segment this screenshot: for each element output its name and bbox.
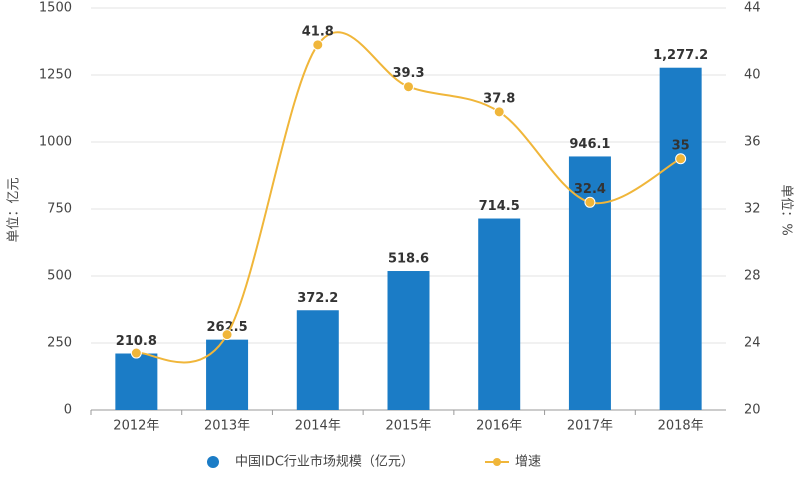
y-tick-label: 250	[47, 336, 72, 351]
line-value-label: 35	[672, 138, 690, 153]
x-tick-label: 2013年	[204, 419, 250, 434]
y-tick-label: 0	[64, 403, 72, 418]
x-tick-label: 2018年	[658, 419, 704, 434]
y2-tick-label: 28	[744, 269, 761, 284]
bar-value-label: 262.5	[207, 320, 248, 335]
bar-value-label: 210.8	[116, 334, 157, 349]
line-point	[221, 329, 233, 341]
y-tick-label: 1250	[39, 68, 72, 83]
legend-label: 增速	[515, 455, 541, 470]
line-point	[675, 153, 687, 165]
bar-value-label: 714.5	[479, 199, 520, 214]
legend-swatch	[207, 456, 219, 468]
line-value-label: 41.8	[302, 24, 334, 39]
bar-value-label: 1,277.2	[653, 48, 708, 63]
line-point	[493, 106, 505, 118]
line-point	[130, 347, 142, 359]
bar	[115, 353, 158, 410]
bar	[659, 67, 702, 411]
y2-tick-label: 24	[744, 336, 761, 351]
y2-axis-label: 单位：%	[779, 184, 794, 235]
y2-tick-label: 44	[744, 1, 761, 16]
x-tick-label: 2016年	[476, 419, 522, 434]
line-point	[312, 39, 324, 51]
legend-swatch	[493, 458, 501, 466]
y2-tick-label: 40	[744, 68, 761, 83]
y2-tick-label: 36	[744, 135, 761, 150]
bar-value-label: 946.1	[569, 137, 610, 152]
legend-label: 中国IDC行业市场规模（亿元）	[235, 454, 414, 470]
x-tick-label: 2017年	[567, 419, 613, 434]
x-tick-label: 2012年	[113, 419, 159, 434]
x-tick-label: 2015年	[385, 419, 431, 434]
y2-tick-label: 20	[744, 403, 761, 418]
bar	[296, 310, 339, 410]
line-point	[584, 196, 596, 208]
x-tick-label: 2014年	[295, 419, 341, 434]
y-tick-label: 750	[47, 202, 72, 217]
y-tick-label: 1500	[39, 1, 72, 16]
bar	[387, 271, 430, 410]
line-value-label: 39.3	[392, 66, 424, 81]
bar-value-label: 518.6	[388, 252, 429, 267]
line-value-label: 37.8	[483, 91, 515, 106]
y-tick-label: 500	[47, 269, 72, 284]
bar	[206, 339, 249, 410]
y-tick-label: 1000	[39, 135, 72, 150]
line-value-label: 32.4	[574, 182, 606, 197]
line-point	[403, 81, 414, 93]
y-axis-label: 单位：亿元	[7, 177, 22, 242]
y2-tick-label: 32	[744, 202, 761, 217]
bar	[478, 218, 521, 410]
bar-value-label: 372.2	[297, 291, 338, 306]
